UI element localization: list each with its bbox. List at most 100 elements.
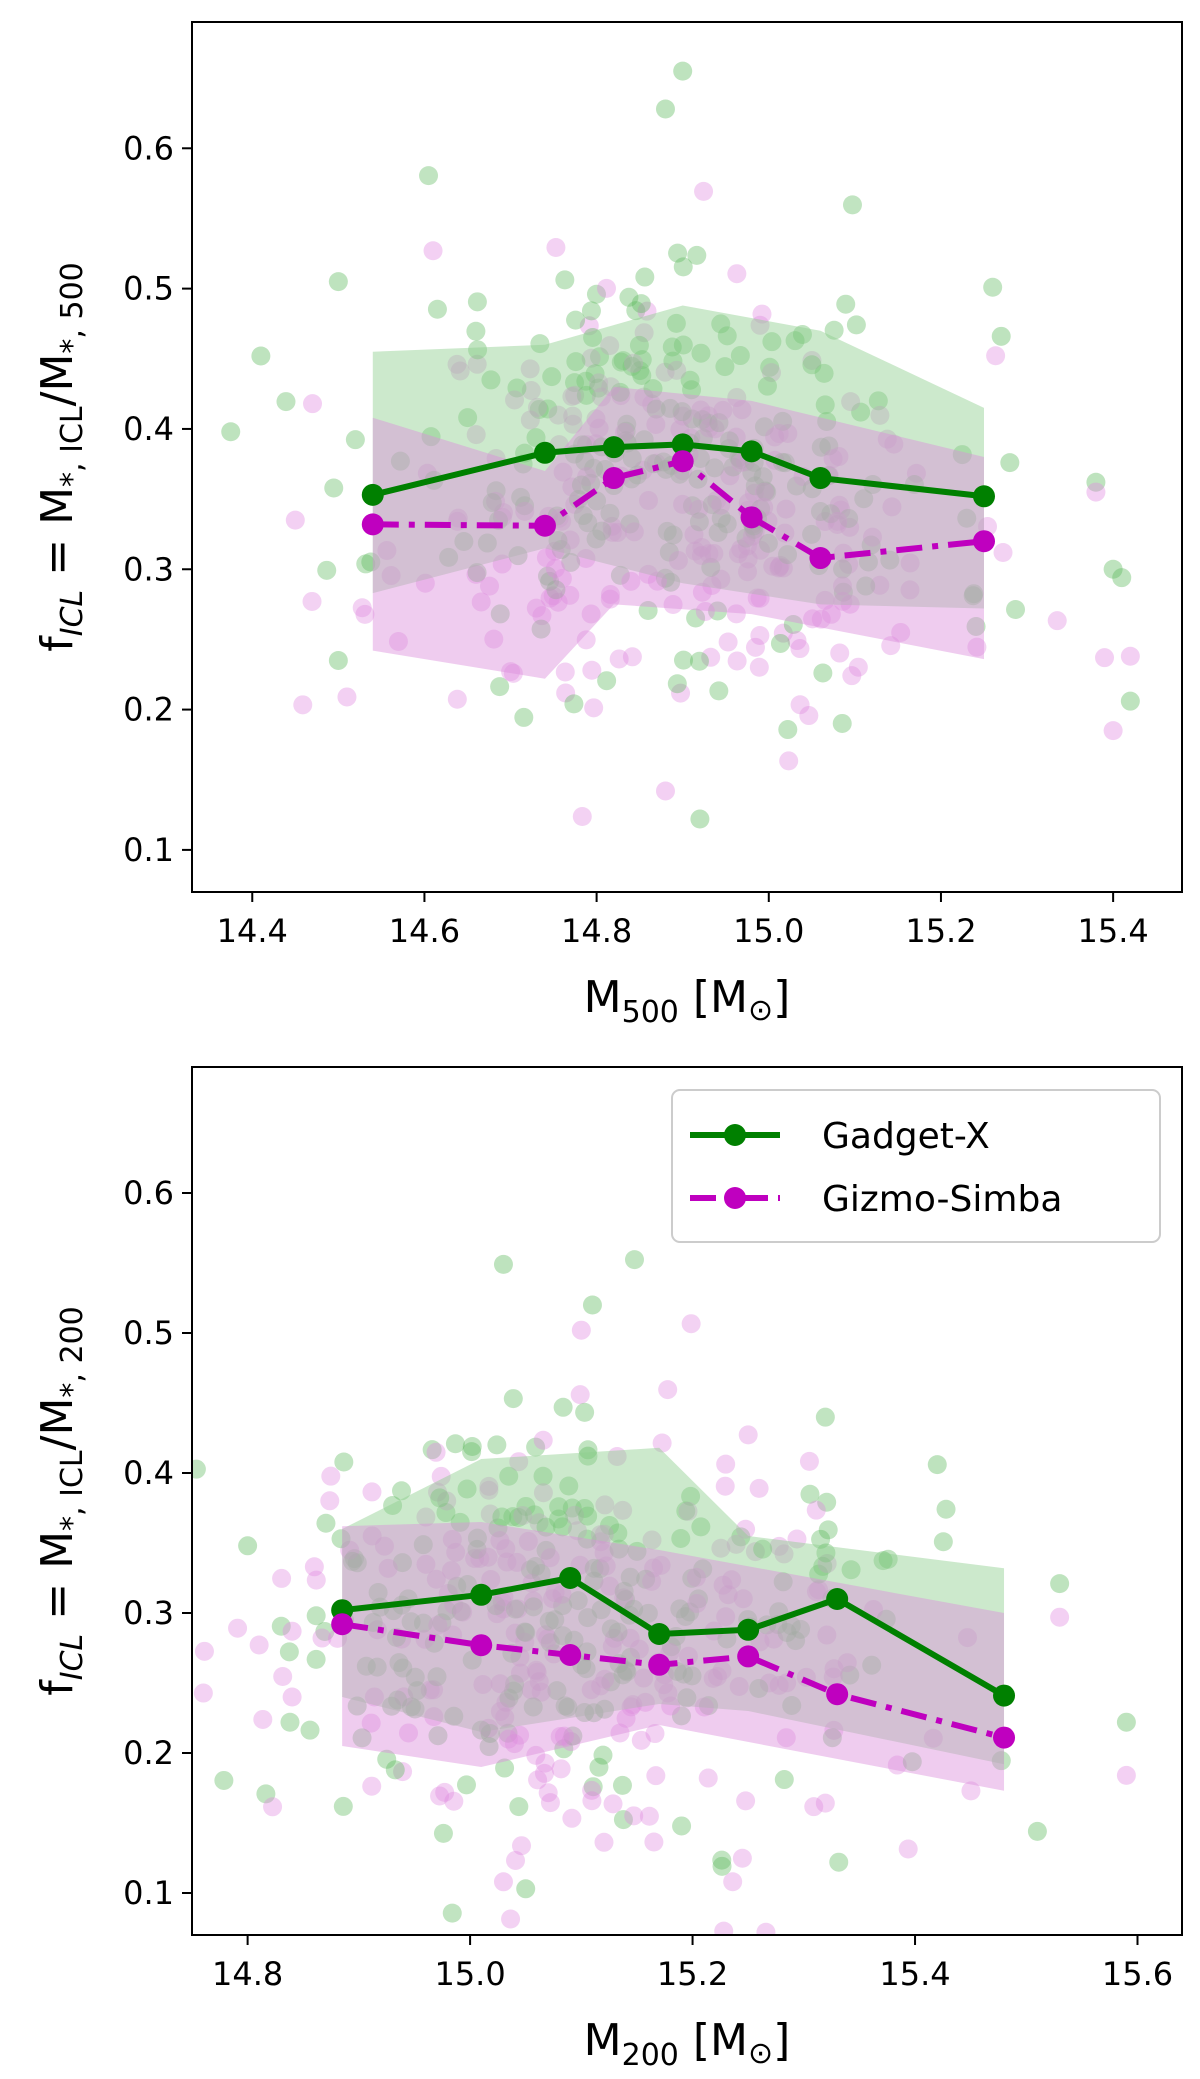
legend-box (671, 1089, 1161, 1243)
gadget-median-marker (533, 441, 556, 464)
scatter-point-gizmo (906, 463, 926, 483)
scatter-point-gizmo (718, 1585, 738, 1605)
scatter-point-gadget (670, 1599, 690, 1619)
scatter-point-gizmo (579, 316, 599, 336)
scatter-point-gizmo (609, 649, 629, 669)
scatter-point-gadget (833, 582, 853, 602)
scatter-point-gizmo (752, 304, 772, 324)
scatter-point-gadget (712, 1850, 732, 1870)
scatter-point-gadget (963, 586, 983, 606)
scatter-point-gadget (626, 301, 646, 321)
scatter-point-gadget (514, 707, 534, 727)
scatter-point-gadget (566, 352, 586, 372)
scatter-point-gizmo (713, 1575, 733, 1595)
gadget-median-marker (361, 483, 384, 506)
scatter-point-gizmo (839, 554, 859, 574)
scatter-point-gadget (432, 1613, 452, 1633)
scatter-point-gizmo (622, 647, 642, 667)
scatter-point-gizmo (1103, 721, 1123, 741)
scatter-point-gizmo (842, 666, 862, 686)
scatter-point-gadget (671, 1528, 691, 1548)
scatter-point-gadget (462, 1437, 482, 1457)
scatter-point-gadget (1050, 1574, 1070, 1594)
scatter-point-gizmo (582, 660, 602, 680)
scatter-point-gizmo (518, 1531, 538, 1551)
scatter-point-gizmo (815, 1793, 835, 1813)
scatter-point-gizmo (306, 1570, 326, 1590)
scatter-point-gadget (523, 1697, 543, 1717)
scatter-point-gizmo (787, 1529, 807, 1549)
scatter-point-gadget (817, 411, 837, 431)
scatter-point-gadget (1116, 1712, 1136, 1732)
scatter-point-gadget (666, 313, 686, 333)
scatter-point-gadget (367, 1657, 387, 1677)
scatter-point-gizmo (501, 1909, 521, 1929)
scatter-point-gizmo (756, 1922, 776, 1935)
scatter-point-gizmo (802, 350, 822, 370)
scatter-point-gadget (717, 1629, 737, 1649)
scatter-point-gadget (468, 340, 488, 360)
scatter-point-gizmo (655, 362, 675, 382)
scatter-point-gadget (507, 378, 527, 398)
scatter-point-gadget (334, 1452, 354, 1472)
scatter-point-gizmo (704, 543, 724, 563)
scatter-point-gizmo (603, 1794, 623, 1814)
scatter-point-gadget (682, 1568, 702, 1588)
scatter-point-gadget (558, 1697, 578, 1717)
scatter-point-gadget (624, 1250, 644, 1270)
scatter-point-gadget (617, 1662, 637, 1682)
scatter-point-gadget (688, 1589, 708, 1609)
scatter-point-gadget (531, 1563, 551, 1583)
scatter-point-gadget (542, 367, 562, 387)
scatter-point-gadget (693, 1559, 713, 1579)
scatter-point-gizmo (532, 606, 552, 626)
scatter-point-gadget (613, 351, 633, 371)
scatter-point-gadget (428, 1726, 448, 1746)
x-tick-label: 14.8 (212, 1955, 283, 1993)
scatter-point-gizmo (602, 516, 622, 536)
scatter-point-gadget (401, 1612, 421, 1632)
scatter-point-gizmo (738, 1425, 758, 1445)
scatter-point-gizmo (543, 586, 563, 606)
scatter-point-gadget (861, 535, 881, 555)
scatter-point-gizmo (480, 576, 500, 596)
scatter-point-gizmo (702, 576, 722, 596)
gadget-median-marker (470, 1583, 493, 1606)
scatter-point-gadget (413, 1535, 433, 1555)
bottom-panel: 0.1 0.2 0.3 0.4 0.5 0.6 14.8 15.0 15.2 15.4 15.6 M2… (32, 1066, 1183, 2073)
scatter-point-gadget (536, 1517, 556, 1537)
scatter-point-gizmo (769, 557, 789, 577)
scatter-point-gizmo (399, 1723, 419, 1743)
gizmo-median-marker (470, 1634, 493, 1657)
scatter-point-gizmo (374, 1536, 394, 1556)
scatter-point-gadget (781, 1616, 801, 1636)
scatter-point-gadget (430, 1488, 450, 1508)
scatter-point-gadget (691, 1517, 711, 1537)
scatter-point-gizmo (623, 1695, 643, 1715)
scatter-point-gadget (646, 399, 666, 419)
scatter-point-gizmo (590, 1525, 610, 1545)
scatter-point-gizmo (337, 687, 357, 707)
x-tick-label: 14.6 (389, 912, 460, 950)
scatter-point-gizmo (759, 1673, 779, 1693)
scatter-point-gadget (1000, 453, 1020, 473)
scatter-point-gadget (456, 1775, 476, 1795)
scatter-point-gadget (498, 1723, 518, 1743)
scatter-point-gadget (529, 399, 549, 419)
scatter-point-gadget (584, 1571, 604, 1591)
scatter-point-gadget (655, 99, 675, 119)
scatter-point-gizmo (986, 346, 1006, 366)
scatter-point-gadget (590, 347, 610, 367)
scatter-point-gizmo (523, 1591, 543, 1611)
scatter-point-gadget (786, 1631, 806, 1651)
scatter-point-gadget (612, 1775, 632, 1795)
scatter-point-gizmo (263, 1797, 283, 1817)
scatter-point-gizmo (736, 1519, 756, 1539)
scatter-point-gizmo (745, 637, 765, 657)
scatter-point-gizmo (377, 541, 397, 561)
scatter-point-gadget (487, 1435, 507, 1455)
scatter-point-gizmo (490, 1674, 510, 1694)
scatter-point-gadget (856, 576, 876, 596)
scatter-point-gadget (613, 1665, 633, 1685)
scatter-point-gizmo (993, 543, 1013, 563)
